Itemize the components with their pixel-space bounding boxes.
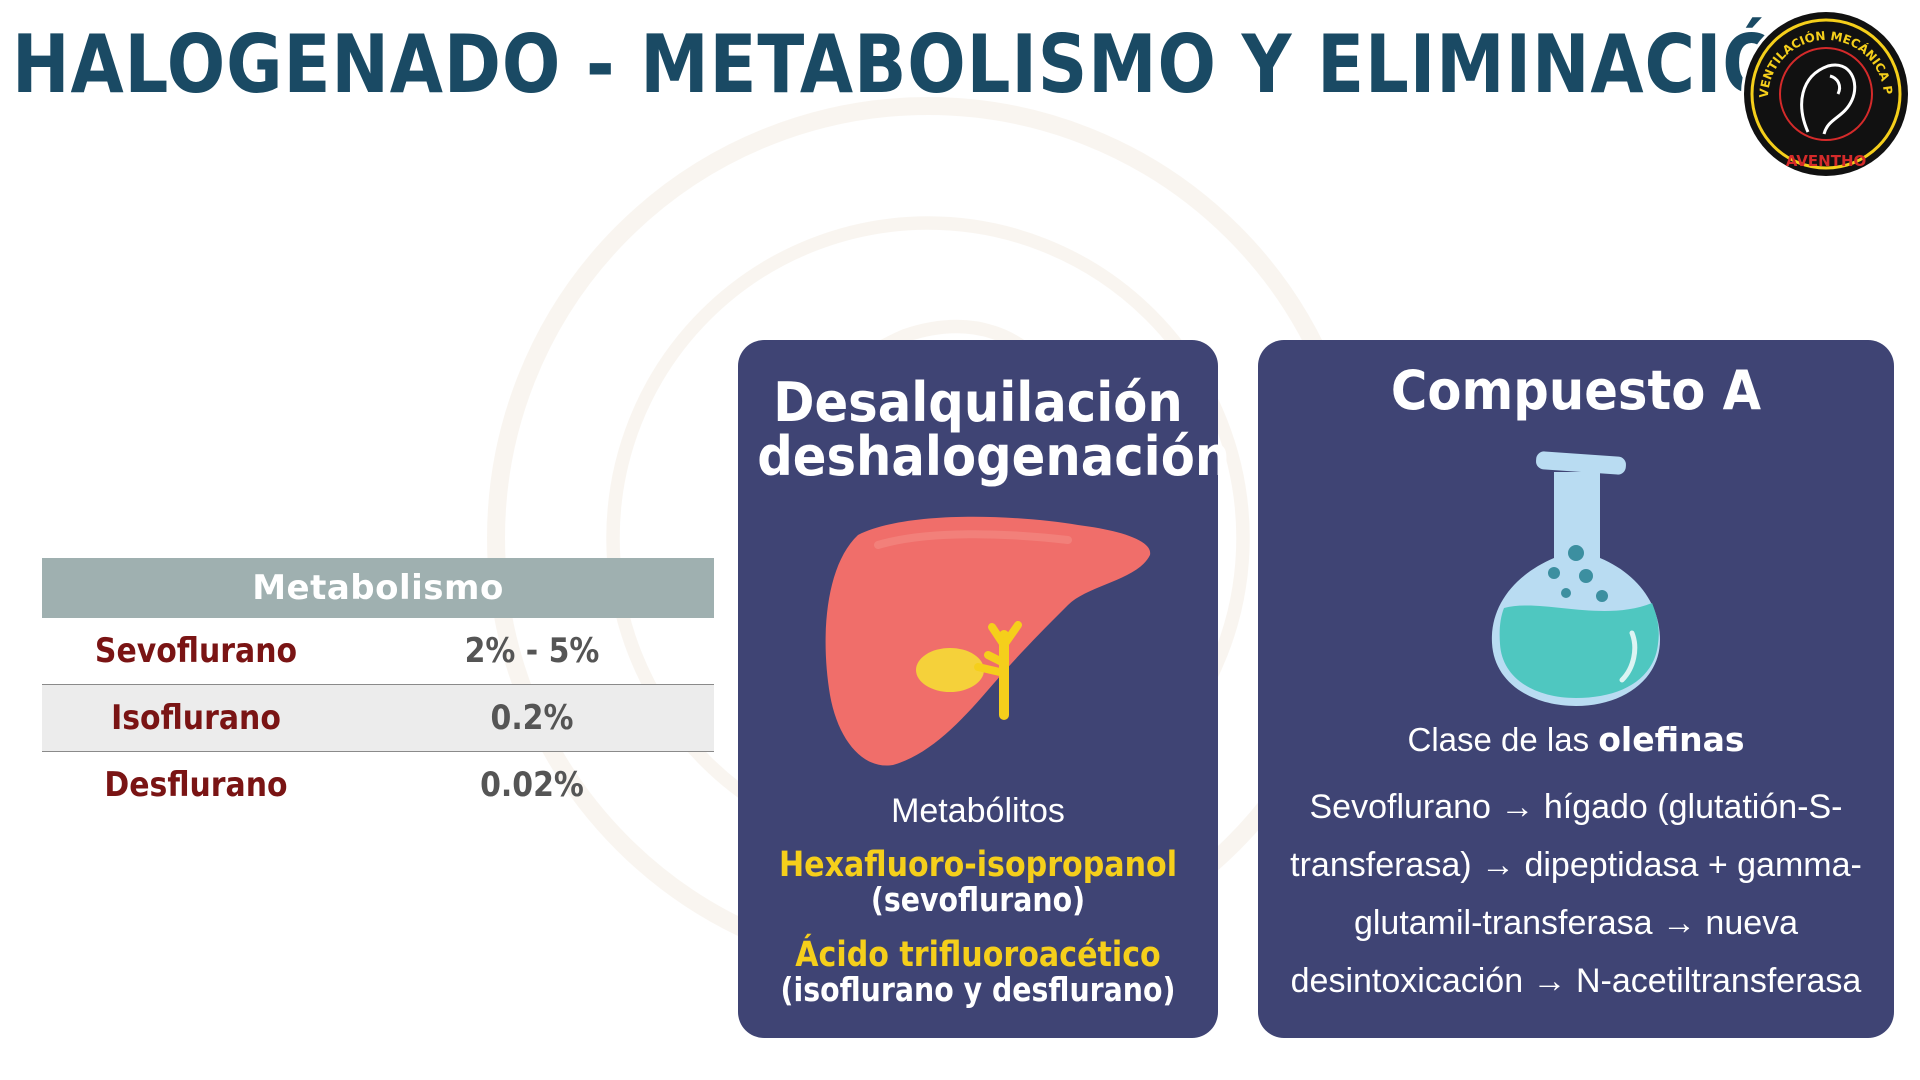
pathway-line: Sevoflurano → hígado (glutatión-S- <box>1309 788 1843 826</box>
liver-icon <box>825 516 1151 766</box>
metabolites-label: Metabólitos <box>891 792 1065 830</box>
card-title: Desalquilación deshalogenación <box>757 376 1230 484</box>
metabolite-hexafluoro: Hexafluoro-isopropanol <box>778 845 1178 885</box>
metabolite-tfa-source: (isoflurano y desflurano) <box>780 970 1176 1009</box>
card-compound-a: Compuesto A Clase de las olefinas Sevofl… <box>1258 340 1894 1038</box>
agent-name: Isoflurano <box>111 698 281 738</box>
logo-brand: AVENTHO <box>1786 152 1867 170</box>
metabolism-value: 0.02% <box>480 765 584 805</box>
olefinas-prefix: Clase de las <box>1407 721 1599 758</box>
pathway-line: desintoxicación → N-acetiltransferasa <box>1290 962 1862 1000</box>
table-row: Sevoflurano 2% - 5% <box>42 618 714 685</box>
olefinas-bold: olefinas <box>1598 720 1745 759</box>
card-dealkylation: Desalquilación deshalogenación Metabólit… <box>738 340 1230 1038</box>
metabolism-value: 0.2% <box>490 698 574 738</box>
metabolite-tfa: Ácido trifluoroacético <box>795 935 1161 975</box>
olefinas-line: Clase de las olefinas <box>1258 720 1894 759</box>
flask-icon <box>1491 451 1660 706</box>
metabolism-value: 2% - 5% <box>464 631 600 671</box>
page-title: HALOGENADO - METABOLISMO Y ELIMINACIÓN <box>12 18 1841 111</box>
metabolism-table: Metabolismo Sevoflurano 2% - 5% Isoflura… <box>42 558 714 818</box>
metabolite-hexafluoro-source: (sevoflurano) <box>870 880 1086 919</box>
aventho-logo: VENTILACIÓN MECÁNICA PERIOPERATORIA AVEN… <box>1738 6 1911 179</box>
agent-name: Desflurano <box>104 765 288 805</box>
pathway-line: glutamil-transferasa → nueva <box>1353 904 1799 942</box>
card-title-line2: deshalogenación <box>757 425 1231 488</box>
table-row: Desflurano 0.02% <box>42 752 714 818</box>
pathway-line: transferasa) → dipeptidasa + gamma- <box>1290 846 1862 884</box>
metabolic-pathway: Sevoflurano → hígado (glutatión-S- trans… <box>1286 778 1866 1010</box>
table-header: Metabolismo <box>42 558 714 618</box>
card-title: Compuesto A <box>1390 359 1762 422</box>
agent-name: Sevoflurano <box>94 631 298 671</box>
table-row: Isoflurano 0.2% <box>42 685 714 752</box>
card-title-line1: Desalquilación <box>773 371 1183 434</box>
